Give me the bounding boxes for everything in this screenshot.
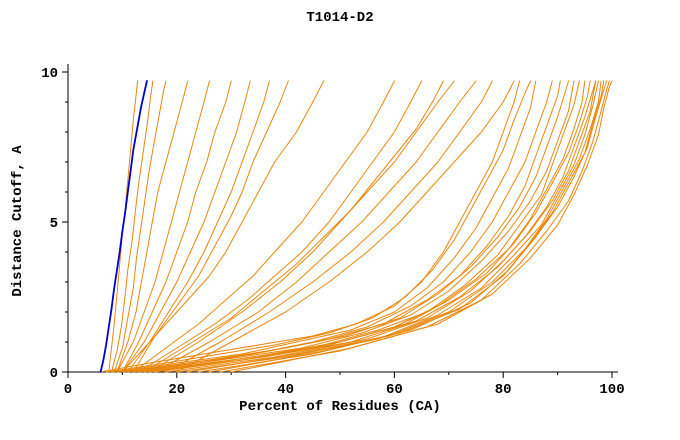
series-line xyxy=(154,80,477,373)
series-line xyxy=(116,80,210,373)
x-tick-label: 80 xyxy=(495,382,512,398)
x-tick-label: 100 xyxy=(599,382,624,398)
series-line xyxy=(121,80,232,373)
x-tick-label: 40 xyxy=(277,382,294,398)
series-line xyxy=(208,80,608,373)
x-tick-label: 60 xyxy=(386,382,403,398)
series-line xyxy=(138,80,580,373)
series-line xyxy=(116,80,189,373)
x-axis-label: Percent of Residues (CA) xyxy=(239,399,441,415)
series-line xyxy=(132,80,395,373)
series-line xyxy=(230,80,613,373)
series-line xyxy=(132,80,575,373)
y-tick-label: 0 xyxy=(50,366,58,382)
series-line xyxy=(138,80,423,373)
series-line xyxy=(149,80,591,373)
series-line xyxy=(165,80,493,373)
series-line xyxy=(121,80,251,373)
series-line xyxy=(111,80,154,373)
series-line xyxy=(165,80,597,373)
series-line xyxy=(105,80,531,373)
y-tick-label: 10 xyxy=(41,66,58,82)
series-line xyxy=(127,80,569,373)
y-tick-label: 5 xyxy=(50,216,58,232)
series-line xyxy=(149,80,455,373)
highlight-series-line xyxy=(99,80,148,373)
chart-title: T1014-D2 xyxy=(306,10,374,26)
series-line xyxy=(100,80,520,373)
series-line xyxy=(127,80,270,373)
x-tick-label: 20 xyxy=(168,382,185,398)
x-tick-label: 0 xyxy=(64,382,72,398)
series-line xyxy=(176,80,515,373)
series-line xyxy=(143,80,444,373)
series-line xyxy=(132,80,289,373)
series-line xyxy=(111,80,537,373)
series-line xyxy=(121,80,325,373)
series-line xyxy=(113,80,167,373)
